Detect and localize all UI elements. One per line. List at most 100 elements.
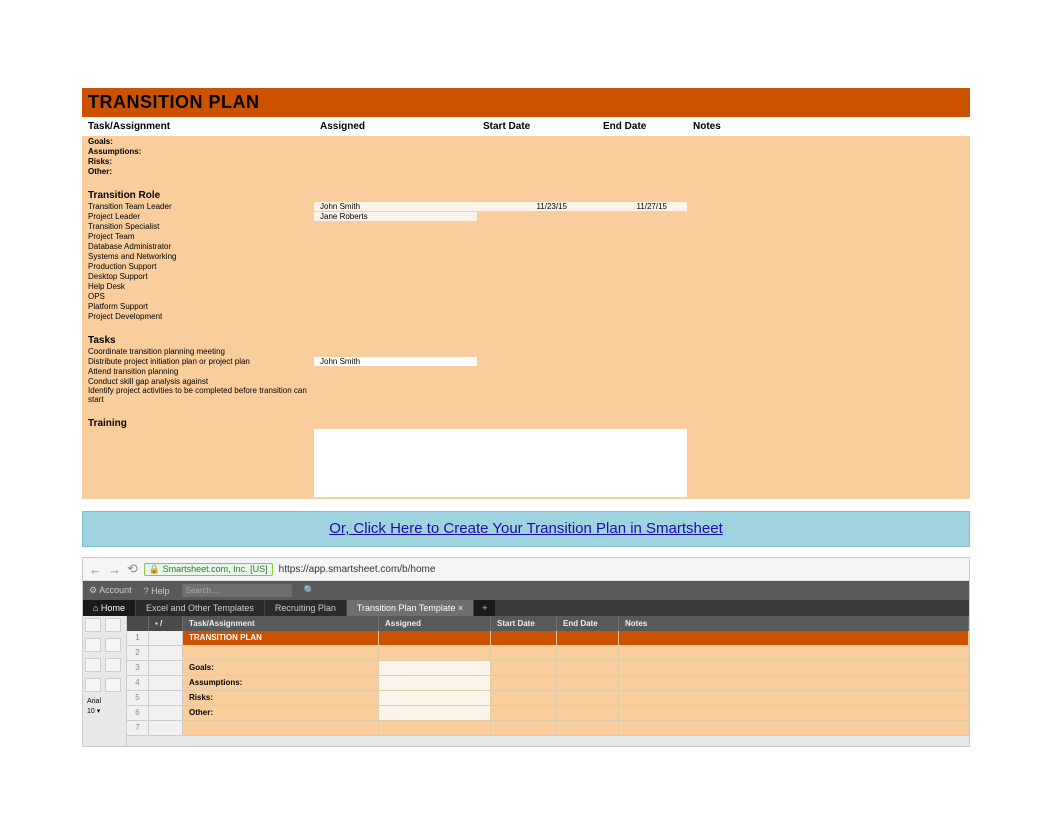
account-menu[interactable]: ⚙ Account [89, 585, 132, 596]
grid-notes-cell[interactable] [619, 721, 969, 736]
assigned-cell[interactable]: John Smith [314, 357, 477, 366]
grid-assigned-cell[interactable] [379, 646, 491, 661]
reload-icon[interactable]: ⟲ [127, 561, 138, 577]
forward-icon[interactable]: → [108, 562, 121, 577]
toolbar-btn[interactable] [105, 638, 121, 652]
toolbar-btn[interactable] [85, 678, 101, 692]
grid-start-cell[interactable] [491, 691, 557, 706]
row-flags[interactable] [149, 676, 183, 691]
grid-notes-cell[interactable] [619, 631, 969, 646]
grid-task-cell[interactable] [183, 646, 379, 661]
assigned-cell[interactable]: John Smith [314, 202, 477, 211]
start-cell[interactable]: 11/23/15 [477, 202, 597, 211]
grid-start-cell[interactable] [491, 646, 557, 661]
row-number[interactable]: 2 [127, 646, 149, 661]
task-cell: Project Team [82, 232, 314, 241]
grid-start-cell[interactable] [491, 706, 557, 721]
url-text[interactable]: https://app.smartsheet.com/b/home [279, 564, 436, 575]
account-label: Account [99, 585, 132, 595]
row-number[interactable]: 4 [127, 676, 149, 691]
grid-notes-cell[interactable] [619, 691, 969, 706]
grid-start-cell[interactable] [491, 631, 557, 646]
grid-notes-cell[interactable] [619, 661, 969, 676]
grid-task-cell[interactable]: Goals: [183, 661, 379, 676]
row-flags[interactable] [149, 631, 183, 646]
grid-col-start[interactable]: Start Date [491, 616, 557, 631]
grid-col-task[interactable]: Task/Assignment [183, 616, 379, 631]
grid-task-cell[interactable]: TRANSITION PLAN [183, 631, 379, 646]
grid-end-cell[interactable] [557, 721, 619, 736]
grid-task-cell[interactable]: Other: [183, 706, 379, 721]
toolbar-btn[interactable] [85, 638, 101, 652]
grid-row[interactable]: 2 [127, 646, 969, 661]
table-row: Database Administrator [82, 241, 970, 251]
grid-assigned-cell[interactable] [379, 706, 491, 721]
grid-task-cell[interactable] [183, 721, 379, 736]
sheet-tab[interactable]: Excel and Other Templates [136, 600, 265, 616]
grid-col-end[interactable]: End Date [557, 616, 619, 631]
grid-assigned-cell[interactable] [379, 676, 491, 691]
font-select[interactable]: Arial [83, 696, 126, 707]
grid-row[interactable]: 7 [127, 721, 969, 736]
training-start-cell[interactable] [477, 429, 597, 497]
training-end-cell[interactable] [597, 429, 687, 497]
row-number[interactable]: 7 [127, 721, 149, 736]
row-flags[interactable] [149, 691, 183, 706]
grid-assigned-cell[interactable] [379, 691, 491, 706]
grid-task-cell[interactable]: Risks: [183, 691, 379, 706]
sheet-tab[interactable]: Recruiting Plan [265, 600, 347, 616]
row-number[interactable]: 3 [127, 661, 149, 676]
grid-row[interactable]: 4 Assumptions: [127, 676, 969, 691]
grid-start-cell[interactable] [491, 721, 557, 736]
grid-start-cell[interactable] [491, 676, 557, 691]
grid-notes-cell[interactable] [619, 676, 969, 691]
new-tab-button[interactable]: + [474, 600, 495, 616]
sheet-tab[interactable]: Transition Plan Template × [347, 600, 474, 616]
grid-end-cell[interactable] [557, 661, 619, 676]
grid-assigned-cell[interactable] [379, 721, 491, 736]
row-flags[interactable] [149, 706, 183, 721]
grid-end-cell[interactable] [557, 646, 619, 661]
meta-label: Other: [82, 167, 314, 176]
row-number[interactable]: 5 [127, 691, 149, 706]
grid-row[interactable]: 6 Other: [127, 706, 969, 721]
grid-col-notes[interactable]: Notes [619, 616, 969, 631]
row-number[interactable]: 6 [127, 706, 149, 721]
grid-end-cell[interactable] [557, 691, 619, 706]
row-flags[interactable] [149, 661, 183, 676]
grid-task-cell[interactable]: Assumptions: [183, 676, 379, 691]
training-notes-cell[interactable] [687, 429, 970, 497]
grid-assigned-cell[interactable] [379, 631, 491, 646]
sheet-tab[interactable]: ⌂ Home [83, 600, 136, 616]
back-icon[interactable]: ← [89, 562, 102, 577]
row-number[interactable]: 1 [127, 631, 149, 646]
cta-link[interactable]: Or, Click Here to Create Your Transition… [329, 520, 723, 537]
grid-row[interactable]: 5 Risks: [127, 691, 969, 706]
search-icon[interactable]: 🔍 [304, 585, 315, 596]
grid-end-cell[interactable] [557, 706, 619, 721]
grid-end-cell[interactable] [557, 676, 619, 691]
grid-notes-cell[interactable] [619, 646, 969, 661]
training-assigned-cell[interactable] [314, 429, 477, 497]
toolbar-btn[interactable] [85, 618, 101, 632]
grid-notes-cell[interactable] [619, 706, 969, 721]
toolbar-btn[interactable] [85, 658, 101, 672]
grid-col-assigned[interactable]: Assigned [379, 616, 491, 631]
section-body: Transition Team LeaderJohn Smith11/23/15… [82, 201, 970, 321]
grid-end-cell[interactable] [557, 631, 619, 646]
grid-row[interactable]: 3 Goals: [127, 661, 969, 676]
row-flags[interactable] [149, 646, 183, 661]
grid-assigned-cell[interactable] [379, 661, 491, 676]
fontsize-select[interactable]: 10 ▾ [83, 707, 126, 715]
toolbar-btn[interactable] [105, 658, 121, 672]
grid-row[interactable]: 1 TRANSITION PLAN [127, 631, 969, 646]
end-cell[interactable]: 11/27/15 [597, 202, 687, 211]
assigned-cell[interactable]: Jane Roberts [314, 212, 477, 221]
grid-start-cell[interactable] [491, 661, 557, 676]
help-menu[interactable]: ? Help [144, 586, 170, 596]
toolbar-btn[interactable] [105, 678, 121, 692]
search-input[interactable]: Search… [182, 584, 292, 597]
left-toolbar: Arial 10 ▾ [83, 616, 127, 746]
toolbar-btn[interactable] [105, 618, 121, 632]
row-flags[interactable] [149, 721, 183, 736]
